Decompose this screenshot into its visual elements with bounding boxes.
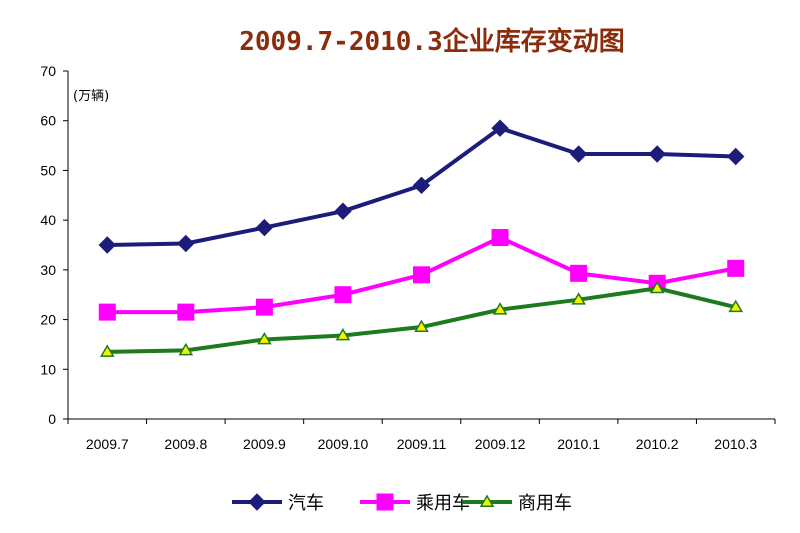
- legend-label: 乘用车: [416, 493, 470, 514]
- legend-marker-diamond: [248, 493, 266, 511]
- data-point-triangle: [99, 344, 115, 357]
- series-layer: [98, 119, 745, 357]
- y-axis-unit-label: (万辆): [73, 89, 109, 104]
- x-tick-label: 2010.3: [714, 436, 757, 452]
- data-point-triangle: [571, 292, 586, 305]
- x-tick-label: 2009.12: [475, 436, 526, 452]
- x-tick-label: 2009.7: [86, 436, 129, 452]
- data-point-diamond: [648, 145, 666, 163]
- data-point-square: [177, 303, 195, 321]
- data-point-triangle: [492, 302, 508, 315]
- data-point-diamond: [727, 147, 745, 166]
- y-tick-label: 40: [40, 212, 56, 228]
- data-point-square: [491, 229, 509, 247]
- data-point-diamond: [334, 202, 352, 220]
- x-tick-label: 2010.2: [636, 436, 679, 452]
- legend-label: 商用车: [518, 493, 572, 514]
- data-point-square: [570, 264, 588, 282]
- chart-title: 2009.7-2010.3企业库存变动图: [239, 26, 625, 57]
- series-triangle: [99, 280, 744, 357]
- legend-item: 商用车: [462, 493, 572, 514]
- data-point-diamond: [491, 119, 509, 137]
- x-tick-label: 2009.8: [164, 436, 207, 452]
- y-tick-label: 10: [40, 361, 56, 377]
- legend-marker-triangle: [479, 494, 495, 507]
- legend-label: 汽车: [288, 493, 324, 514]
- data-point-triangle: [728, 299, 744, 313]
- legend-item: 汽车: [232, 493, 324, 514]
- data-point-square: [255, 298, 273, 316]
- data-point-diamond: [412, 176, 431, 195]
- legend-item: 乘用车: [360, 493, 470, 514]
- data-point-square: [334, 286, 352, 304]
- series-diamond: [98, 119, 745, 254]
- axes: 0 10 20 30 40 50 60 70 2009.7 2009.8 2009.9 2009.10…: [40, 63, 776, 452]
- data-point-triangle: [335, 328, 351, 341]
- data-point-diamond: [177, 234, 195, 253]
- data-point-diamond: [569, 145, 588, 163]
- y-tick-label: 60: [40, 113, 56, 129]
- y-tick-label: 0: [48, 411, 56, 427]
- data-point-diamond: [98, 236, 116, 254]
- data-point-square: [98, 303, 116, 321]
- legend-marker-square: [376, 493, 394, 511]
- data-point-square: [727, 259, 745, 277]
- data-point-triangle: [257, 331, 272, 345]
- x-tick-label: 2010.1: [557, 436, 600, 452]
- data-point-triangle: [414, 319, 429, 332]
- y-tick-label: 20: [40, 312, 56, 328]
- y-tick-label: 70: [40, 63, 56, 79]
- data-point-diamond: [255, 218, 274, 237]
- y-tick-label: 50: [40, 162, 56, 178]
- series-square: [98, 229, 745, 321]
- x-tick-label: 2009.9: [243, 436, 286, 452]
- data-point-triangle: [178, 342, 194, 356]
- legend: 汽车 乘用车 商用车: [232, 493, 572, 514]
- x-tick-label: 2009.10: [318, 436, 369, 452]
- y-tick-label: 30: [40, 262, 56, 278]
- data-point-triangle: [649, 280, 665, 294]
- x-tick-label: 2009.11: [397, 436, 447, 452]
- data-point-square: [413, 266, 430, 284]
